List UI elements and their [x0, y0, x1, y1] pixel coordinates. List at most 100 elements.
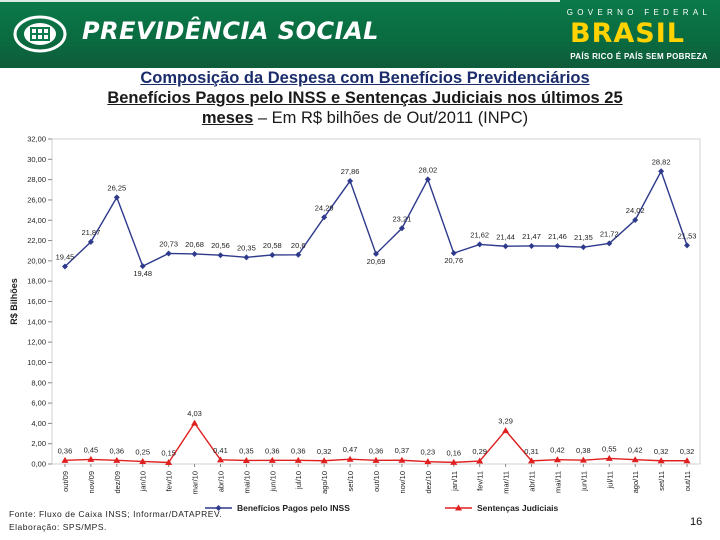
slide-titles: Composição da Despesa com Benefícios Pre…: [40, 68, 690, 128]
data-point-sentencas: [87, 455, 95, 462]
page-number: 16: [690, 516, 703, 528]
data-label-beneficios: 20,69: [367, 257, 386, 266]
header-band: PREVIDÊNCIA SOCIAL GOVERNO FEDERAL BRASI…: [0, 0, 720, 68]
brand-title: PREVIDÊNCIA SOCIAL: [82, 17, 379, 45]
y-tick-label: 26,00: [27, 195, 46, 204]
data-label-beneficios: 23,21: [393, 214, 412, 223]
data-label-sentencas: 0,42: [550, 446, 565, 455]
data-label-sentencas: 0,36: [291, 446, 306, 455]
y-tick-label: 10,00: [27, 358, 46, 367]
y-tick-label: 32,00: [27, 135, 46, 144]
x-tick-label: jul/11: [605, 471, 614, 489]
data-point-sentencas: [683, 457, 691, 464]
y-tick-label: 24,00: [27, 216, 46, 225]
data-point-beneficios: [450, 250, 457, 257]
data-label-beneficios: 21,72: [600, 229, 619, 238]
data-label-beneficios: 27,86: [341, 167, 360, 176]
data-label-beneficios: 20,56: [211, 241, 230, 250]
x-tick-label: fev/11: [476, 471, 485, 491]
data-point-sentencas: [320, 457, 328, 464]
data-point-beneficios: [165, 250, 172, 257]
title-line-3-bold: meses: [201, 109, 254, 127]
data-label-beneficios: 21,47: [522, 232, 541, 241]
data-label-sentencas: 0,31: [524, 447, 539, 456]
data-label-sentencas: 4,03: [187, 409, 202, 418]
x-tick-label: jun/11: [579, 471, 588, 492]
data-label-sentencas: 0,38: [576, 446, 591, 455]
y-tick-label: 8,00: [31, 378, 46, 387]
data-point-beneficios: [398, 225, 405, 232]
data-label-beneficios: 20,35: [237, 243, 256, 252]
data-label-sentencas: 0,36: [109, 446, 124, 455]
y-tick-label: 4,00: [31, 419, 46, 428]
legend-marker-beneficios: [215, 505, 222, 511]
x-tick-label: out/10: [372, 471, 381, 492]
data-point-beneficios: [476, 241, 483, 248]
data-label-sentencas: 0,47: [343, 445, 358, 454]
data-label-beneficios: 21,35: [574, 233, 593, 242]
data-point-sentencas: [372, 456, 380, 463]
data-label-beneficios: 24,02: [626, 206, 645, 215]
y-tick-label: 18,00: [27, 277, 46, 286]
data-point-sentencas: [216, 456, 224, 463]
data-point-beneficios: [424, 176, 431, 183]
governo-federal-logo: GOVERNO FEDERAL BRASIL PAÍS RICO É PAÍS …: [566, 6, 716, 64]
data-point-sentencas: [294, 456, 302, 463]
y-tick-label: 6,00: [31, 399, 46, 408]
x-tick-label: jan/10: [139, 471, 148, 492]
x-tick-label: out/09: [61, 471, 70, 492]
data-point-beneficios: [373, 250, 379, 257]
x-tick-label: abr/11: [528, 471, 537, 492]
data-point-sentencas: [450, 458, 458, 465]
title-line-2: Benefícios Pagos pelo INSS e Sentenças J…: [107, 89, 623, 107]
data-label-sentencas: 0,36: [58, 446, 73, 455]
data-point-sentencas: [139, 457, 147, 464]
plot-area: [51, 138, 701, 465]
data-point-beneficios: [606, 240, 613, 247]
data-point-beneficios: [87, 238, 94, 245]
data-label-sentencas: 0,25: [135, 447, 150, 456]
data-label-beneficios: 28,82: [652, 157, 671, 166]
y-axis-label: R$ Bilhões: [9, 278, 19, 325]
data-point-sentencas: [528, 457, 536, 464]
data-label-beneficios: 21,53: [678, 231, 697, 240]
header-highlight-line: [0, 0, 560, 2]
data-point-sentencas: [165, 458, 173, 465]
source-line-2: Elaboração: SPS/MPS.: [9, 522, 107, 532]
gov-brasil-wordmark: BRASIL: [570, 18, 685, 49]
data-point-beneficios: [295, 251, 302, 258]
y-tick-label: 2,00: [31, 439, 46, 448]
data-point-sentencas: [398, 456, 406, 463]
line-chart: 0,00 2,00 4,00 6,00 8,00 10,00 12,00 14,00 16,00…: [9, 135, 701, 513]
title-line-1: Composição da Despesa com Benefícios Pre…: [140, 69, 590, 87]
data-label-beneficios: 20,73: [159, 239, 178, 248]
data-label-beneficios: 28,02: [418, 165, 437, 174]
x-tick-label: mar/10: [191, 471, 200, 494]
data-label-beneficios: 26,25: [107, 183, 126, 192]
x-tick-label: jan/11: [450, 471, 459, 492]
data-label-beneficios: 20,58: [263, 241, 282, 250]
data-label-sentencas: 0,35: [239, 446, 254, 455]
data-label-sentencas: 0,32: [654, 447, 669, 456]
title-line-3-rest: – Em R$ bilhões de Out/2011 (INPC): [253, 109, 529, 127]
x-tick-label: mai/10: [242, 471, 251, 494]
data-label-sentencas: 0,15: [161, 448, 176, 457]
data-point-sentencas: [424, 458, 432, 465]
y-tick-label: 30,00: [27, 155, 46, 164]
data-point-beneficios: [269, 251, 276, 258]
data-point-sentencas: [476, 457, 484, 464]
gov-top-text: GOVERNO FEDERAL: [566, 8, 712, 17]
data-point-beneficios: [61, 263, 68, 270]
data-point-sentencas: [61, 456, 69, 463]
source-line-1: Fonte: Fluxo de Caixa INSS; Informar/DAT…: [9, 509, 223, 519]
x-tick-label: ago/10: [320, 471, 329, 494]
data-point-beneficios: [658, 168, 665, 175]
x-tick-label: fev/10: [165, 471, 174, 491]
y-tick-label: 22,00: [27, 236, 46, 245]
source-note: Fonte: Fluxo de Caixa INSS; Informar/DAT…: [9, 508, 222, 534]
legend-label-sentencas: Sentenças Judiciais: [477, 503, 559, 513]
x-tick-label: out/11: [683, 471, 692, 491]
data-label-beneficios: 21,46: [548, 232, 567, 241]
data-label-sentencas: 0,16: [446, 448, 461, 457]
y-tick-label: 20,00: [27, 256, 46, 265]
